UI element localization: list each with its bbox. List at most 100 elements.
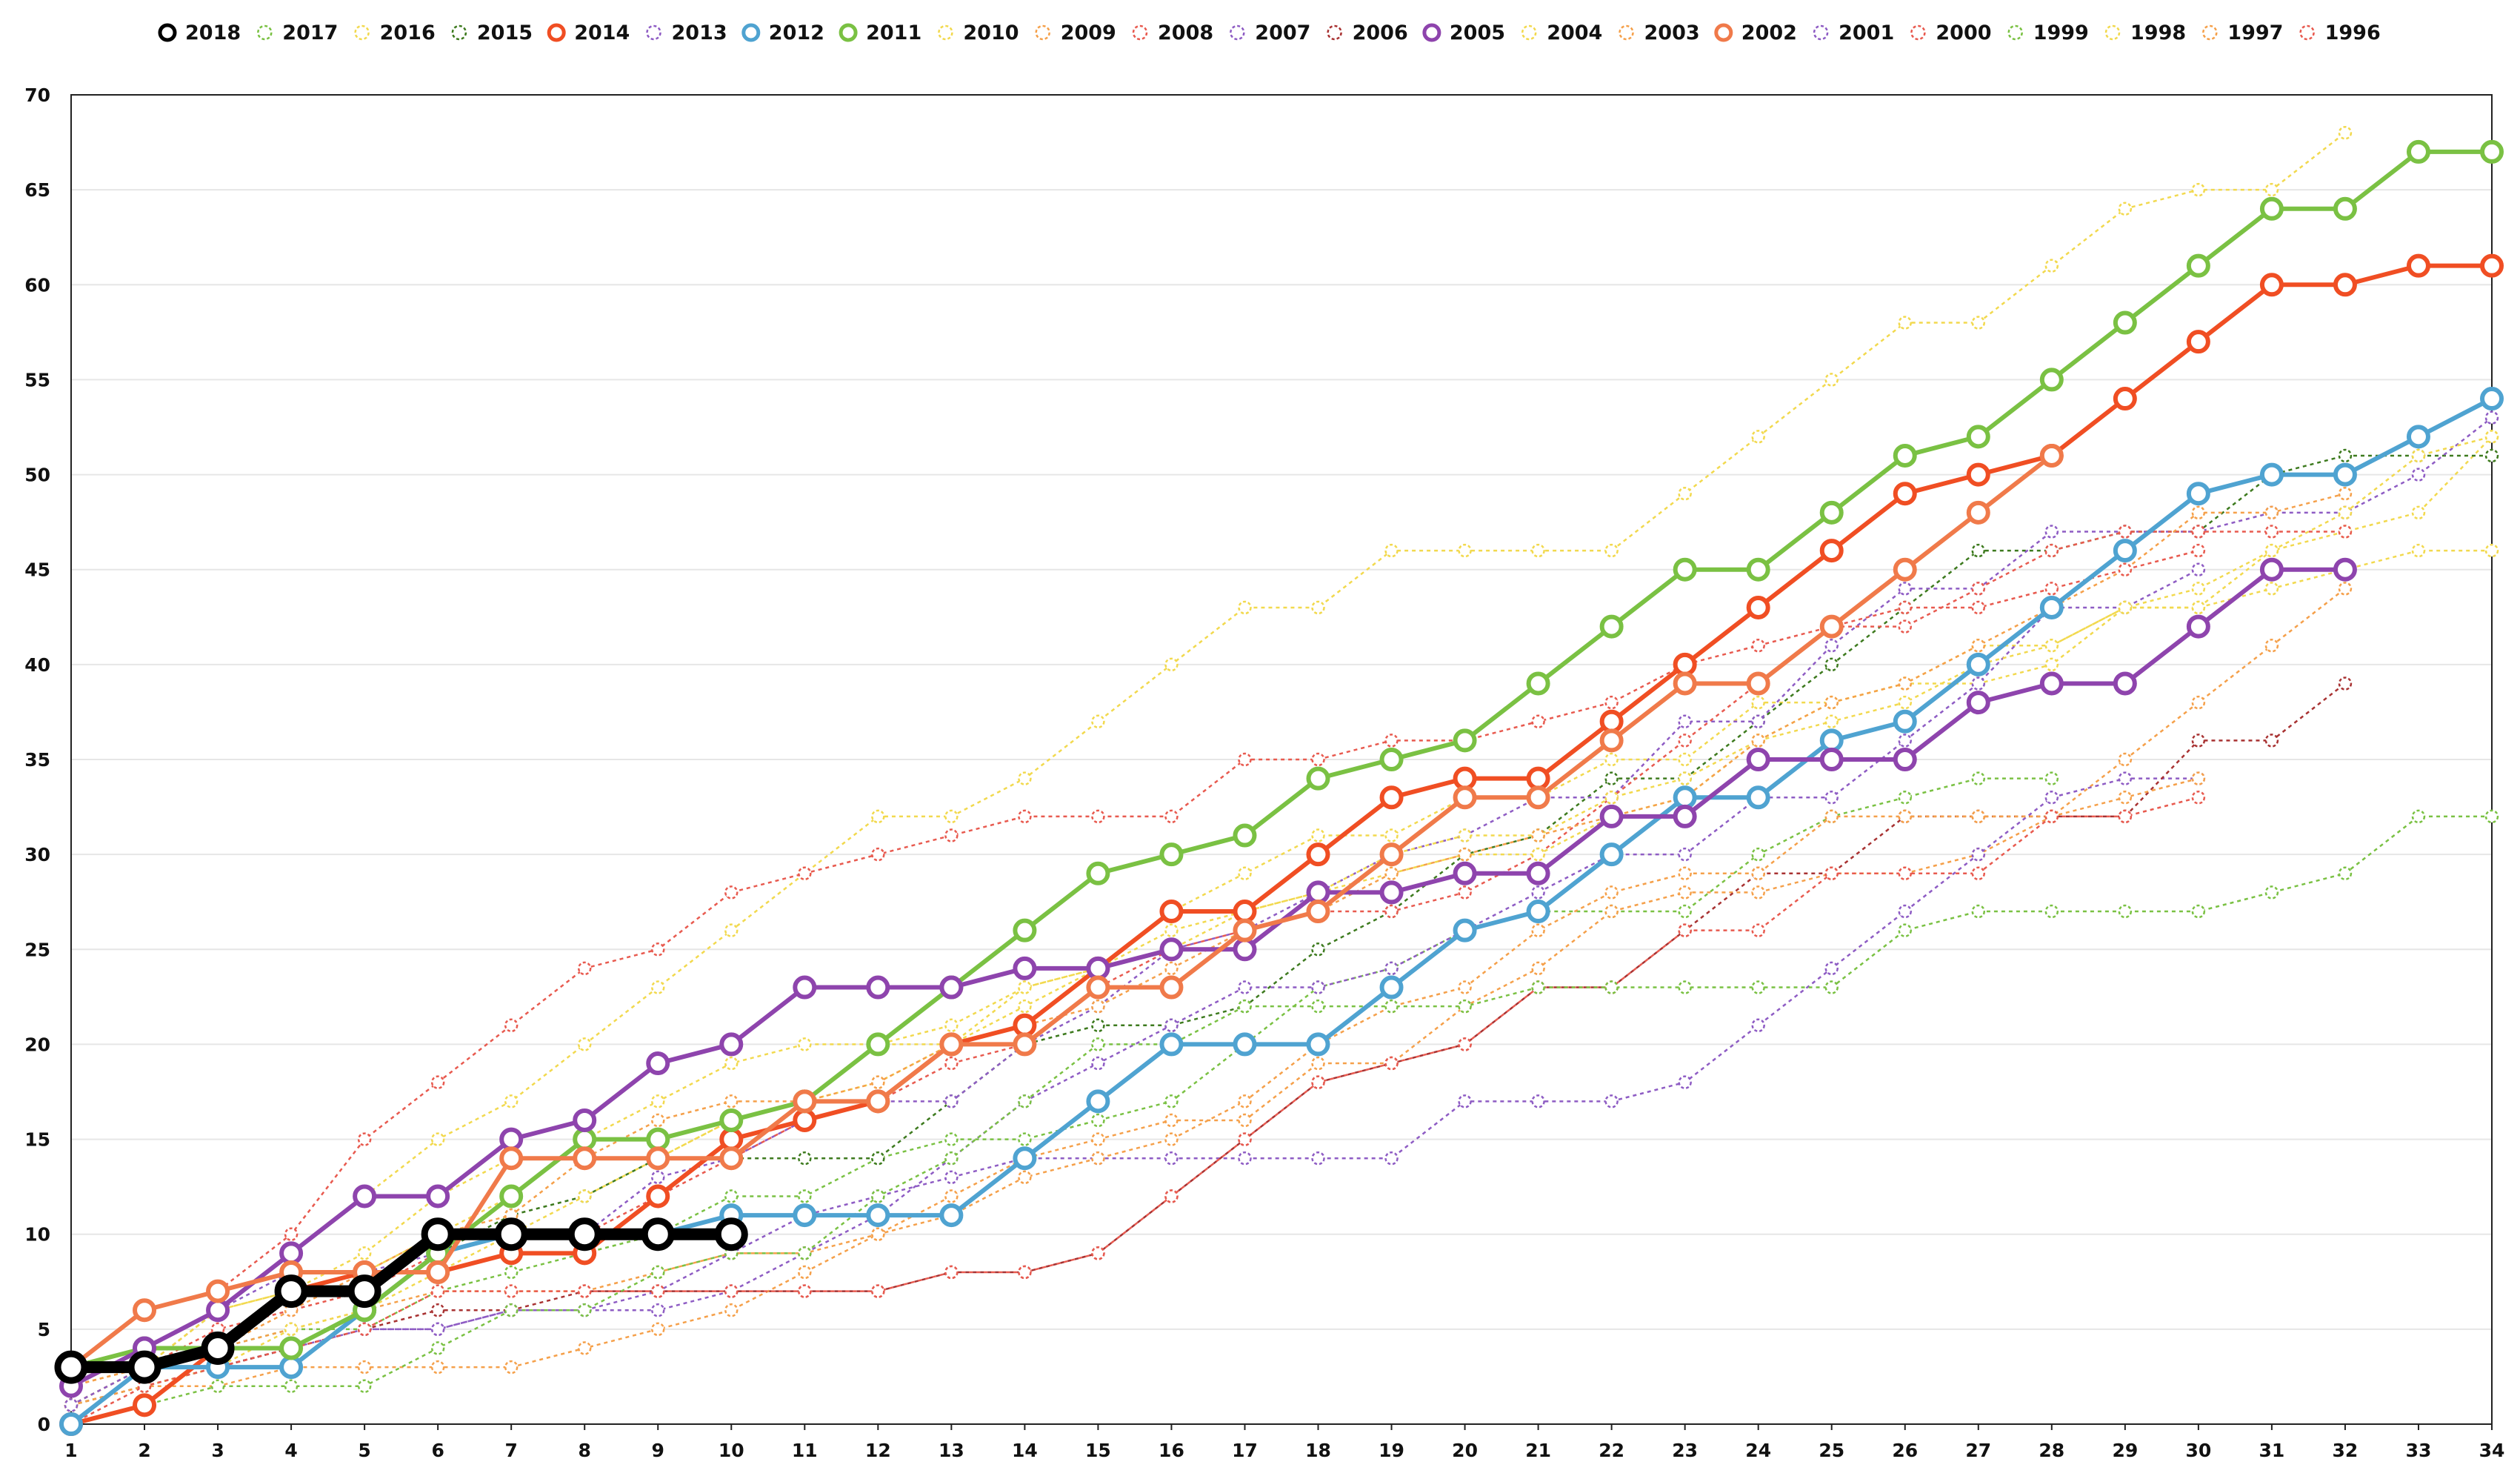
y-tick-label: 45 [24, 559, 50, 581]
data-point [1819, 500, 1844, 525]
legend-item-2011: 2011 [839, 21, 921, 44]
data-point [2259, 462, 2284, 487]
data-point [573, 1146, 597, 1171]
data-point [1013, 956, 1037, 980]
data-point [866, 1203, 890, 1228]
y-tick-label: 65 [24, 179, 50, 201]
data-point [793, 1108, 817, 1132]
legend-marker [2104, 24, 2121, 41]
data-point [1526, 861, 1550, 885]
series-line-2016 [70, 436, 2493, 1387]
data-point [1091, 999, 1105, 1014]
legend-marker [1230, 24, 1245, 41]
x-tick-label: 4 [284, 1440, 297, 1461]
legend-label: 2018 [185, 21, 241, 44]
data-point [1531, 923, 1545, 937]
data-point [504, 1360, 519, 1374]
data-point [1306, 842, 1330, 867]
data-point [1751, 847, 1765, 862]
data-point [1384, 904, 1399, 919]
series-line-2005 [70, 567, 2345, 1389]
data-point [1233, 900, 1257, 924]
data-point [1751, 885, 1765, 900]
data-point [1159, 975, 1184, 1000]
data-point [2191, 695, 2206, 710]
legend-item-2007: 2007 [1230, 21, 1310, 44]
data-point [1604, 791, 1619, 805]
data-point [1164, 1189, 1179, 1203]
data-point [1013, 1032, 1037, 1057]
data-point [2044, 582, 2059, 596]
data-point [430, 1322, 445, 1337]
data-point [2484, 410, 2499, 425]
data-point [2411, 505, 2426, 520]
legend-marker [1035, 24, 1050, 41]
data-point [210, 1379, 225, 1393]
data-point [2113, 671, 2137, 696]
data-point [1526, 671, 1550, 696]
data-point [1898, 734, 1913, 748]
data-point [1599, 709, 1624, 734]
legend-label: 2004 [1547, 21, 1602, 44]
data-point [357, 1246, 372, 1260]
legend-marker [1422, 23, 1441, 42]
data-point [2118, 771, 2133, 785]
x-tick-label: 30 [2185, 1440, 2211, 1461]
data-point [1751, 638, 1765, 653]
data-point [357, 1379, 372, 1393]
data-point [1746, 557, 1770, 582]
data-point [1678, 486, 1692, 501]
legend-label: 2002 [1741, 21, 1797, 44]
data-point [650, 1284, 665, 1298]
data-point [2118, 525, 2133, 539]
series-line-2018 [71, 1228, 732, 1374]
data-point [1379, 842, 1404, 867]
data-point [430, 1075, 445, 1089]
data-point [577, 1303, 592, 1317]
data-point [793, 1089, 817, 1114]
data-point [2044, 525, 2059, 539]
data-point [944, 1265, 959, 1280]
data-point [1751, 923, 1765, 937]
data-point [2186, 614, 2210, 639]
legend-marker [741, 23, 761, 42]
data-point [1898, 619, 1913, 634]
data-point [1086, 956, 1110, 980]
data-point [1233, 823, 1257, 848]
data-point [1164, 923, 1179, 937]
data-point [2191, 904, 2206, 919]
data-point [2191, 543, 2206, 558]
data-point [1159, 900, 1184, 924]
data-point [1453, 785, 1477, 810]
data-point [2044, 809, 2059, 824]
legend: 2018 2017 2016 2015 2014 2013 2012 2011 2010 2009… [158, 21, 2381, 44]
data-point [650, 1303, 665, 1317]
legend-marker [354, 24, 370, 41]
data-point [798, 866, 812, 881]
data-point [1458, 543, 1472, 558]
data-point [1526, 900, 1550, 924]
data-point [1018, 999, 1032, 1014]
data-point [577, 1189, 592, 1203]
data-point [939, 1032, 964, 1057]
legend-label: 2011 [866, 21, 921, 44]
data-point [1164, 1018, 1179, 1033]
series-line-1998 [70, 549, 2492, 1387]
data-point [2044, 904, 2059, 919]
legend-marker [1327, 24, 1342, 41]
data-point [1531, 1094, 1545, 1108]
data-point [646, 1051, 670, 1076]
data-point [133, 1393, 157, 1417]
data-point [1086, 861, 1110, 885]
data-point [1164, 657, 1179, 672]
data-point [1311, 1075, 1325, 1089]
data-point [279, 1355, 304, 1380]
data-point [1013, 1013, 1037, 1037]
legend-marker [2202, 24, 2218, 41]
data-point [1673, 557, 1697, 582]
data-point [866, 975, 890, 1000]
y-tick-label: 0 [38, 1414, 50, 1435]
data-point [279, 1336, 304, 1360]
data-point [944, 1094, 959, 1108]
data-point [1458, 980, 1472, 994]
